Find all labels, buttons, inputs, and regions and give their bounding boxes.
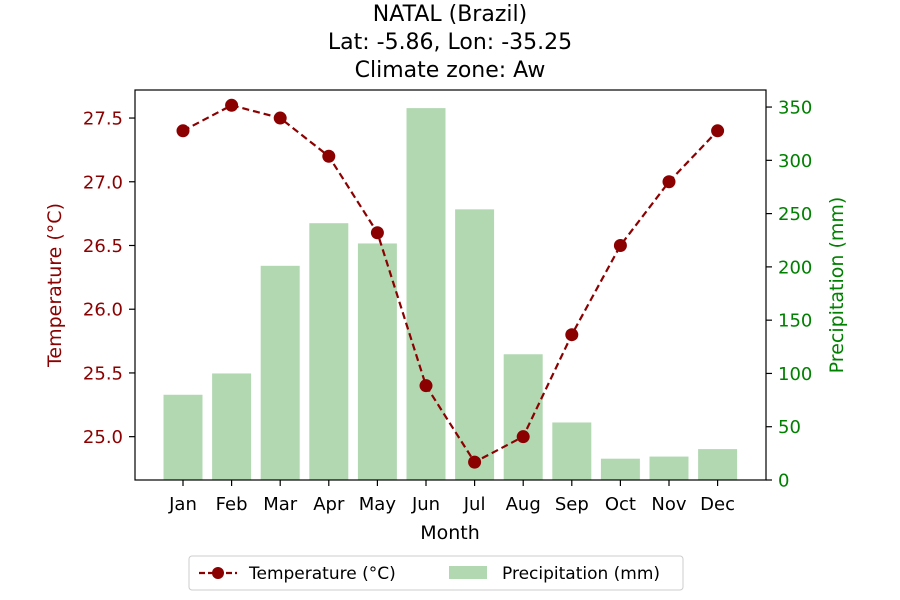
legend-temperature-label: Temperature (°C) <box>248 564 396 584</box>
temperature-line-series <box>176 98 725 469</box>
x-axis-ticks: Jan Feb Mar Apr May Jun Jul Aug Sep Oct Nov Dec <box>168 480 735 515</box>
left-tick-label: 25.0 <box>83 427 123 448</box>
x-axis-label: Month <box>420 522 480 544</box>
legend-precipitation-swatch-icon <box>449 566 487 579</box>
temperature-point-dec <box>711 124 725 138</box>
precipitation-bar-nov <box>649 456 689 480</box>
precipitation-bar-may <box>357 243 397 480</box>
precipitation-bar-aug <box>503 354 543 480</box>
legend: Temperature (°C) Precipitation (mm) <box>188 555 684 591</box>
legend-box <box>188 555 684 591</box>
plot-frame <box>134 89 767 481</box>
precipitation-bar-mar <box>260 265 300 480</box>
right-tick-label: 200 <box>778 257 812 278</box>
precipitation-bar-oct <box>600 458 640 480</box>
right-tick-label: 150 <box>778 311 812 332</box>
right-tick-label: 350 <box>778 98 812 119</box>
right-tick-label: 0 <box>778 471 789 492</box>
legend-precipitation-label: Precipitation (mm) <box>502 564 660 584</box>
left-tick-label: 27.5 <box>83 109 123 130</box>
precipitation-bar-apr <box>309 223 349 480</box>
temperature-line <box>182 104 719 464</box>
left-tick-label: 25.5 <box>83 363 123 384</box>
right-tick-label: 300 <box>778 151 812 172</box>
right-tick-label: 100 <box>778 364 812 385</box>
temperature-point-oct <box>613 238 627 252</box>
precipitation-bar-dec <box>698 449 738 480</box>
temperature-point-apr <box>322 149 336 163</box>
x-tick-label-feb: Feb <box>216 494 248 515</box>
temperature-point-jul <box>468 455 482 469</box>
x-tick-label-apr: Apr <box>313 494 345 515</box>
right-axis-ticks: 0 50 100 150 200 250 300 350 <box>766 98 812 492</box>
temperature-point-jun <box>419 379 433 393</box>
left-tick-label: 26.5 <box>83 236 123 257</box>
legend-temperature-marker-icon <box>212 567 224 579</box>
x-tick-label-aug: Aug <box>506 494 541 515</box>
chart-title-line-3: Climate zone: Aw <box>355 58 546 83</box>
chart-title-line-1: NATAL (Brazil) <box>373 2 527 27</box>
precipitation-bar-jun <box>406 108 446 481</box>
temperature-point-aug <box>516 430 530 444</box>
temperature-point-mar <box>273 111 287 125</box>
x-tick-label-oct: Oct <box>605 494 636 515</box>
x-tick-label-sep: Sep <box>555 494 589 515</box>
right-axis-label: Precipitation (mm) <box>826 197 848 374</box>
x-tick-label-may: May <box>359 494 397 515</box>
precipitation-bar-jul <box>455 209 495 480</box>
left-tick-label: 26.0 <box>83 300 123 321</box>
temperature-point-feb <box>225 98 239 112</box>
x-tick-label-nov: Nov <box>651 494 686 515</box>
x-tick-label-mar: Mar <box>263 494 298 515</box>
precipitation-bar-jan <box>163 394 203 480</box>
left-tick-label: 27.0 <box>83 172 123 193</box>
x-tick-label-jul: Jul <box>463 494 486 515</box>
precipitation-bars <box>163 108 738 481</box>
x-tick-label-jan: Jan <box>168 494 197 515</box>
temperature-point-nov <box>662 175 676 189</box>
temperature-point-may <box>370 226 384 240</box>
x-tick-label-jun: Jun <box>411 494 440 515</box>
precipitation-bar-sep <box>552 422 592 480</box>
right-tick-label: 50 <box>778 417 801 438</box>
x-tick-label-dec: Dec <box>700 494 735 515</box>
left-axis-label: Temperature (°C) <box>44 203 66 368</box>
temperature-point-jan <box>176 124 190 138</box>
precipitation-bar-feb <box>212 373 252 480</box>
chart-title-line-2: Lat: -5.86, Lon: -35.25 <box>328 30 572 55</box>
left-axis-ticks: 25.0 25.5 26.0 26.5 27.0 27.5 <box>83 109 135 448</box>
temperature-point-sep <box>565 328 579 342</box>
right-tick-label: 250 <box>778 204 812 225</box>
